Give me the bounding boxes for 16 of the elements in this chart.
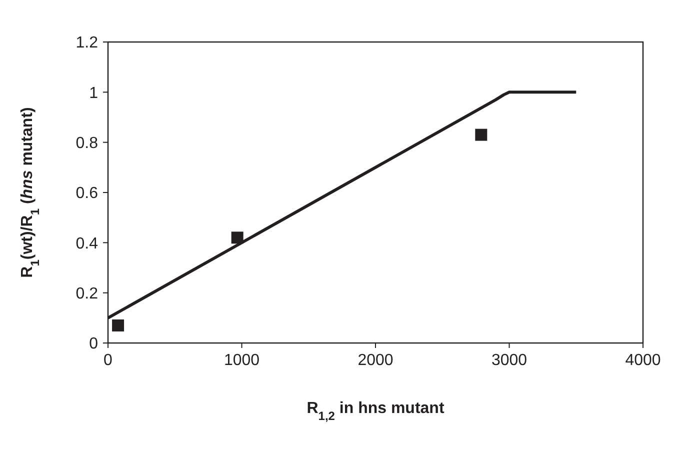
y-tick-label: 0 xyxy=(89,336,98,353)
y-tick-label: 1.2 xyxy=(76,34,98,52)
y-tick-label: 0.2 xyxy=(76,285,98,302)
x-tick-label: 0 xyxy=(104,352,113,369)
y-tick-label: 0.8 xyxy=(76,134,98,152)
x-tick-label: 3000 xyxy=(491,352,528,369)
x-tick-label: 4000 xyxy=(625,352,661,369)
y-tick-label: 1 xyxy=(89,84,98,102)
point xyxy=(231,232,244,244)
x-tick-label: 2000 xyxy=(358,352,394,369)
point xyxy=(112,319,124,332)
point xyxy=(475,128,488,141)
y-tick-label: 0.6 xyxy=(76,185,98,202)
y-tick-label: 0.4 xyxy=(76,235,98,252)
x-axis-title: R$_{1,2}$ in hns mutant xyxy=(306,400,445,423)
x-tick-label: 1000 xyxy=(224,352,260,369)
